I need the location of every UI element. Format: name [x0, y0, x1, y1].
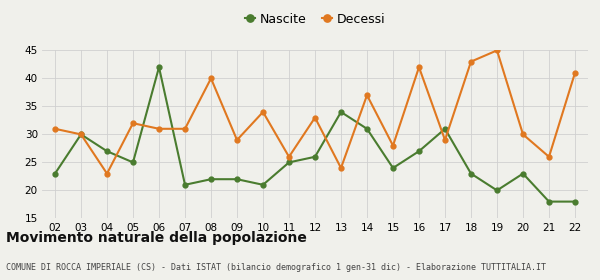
Nascite [77, 133, 85, 136]
Nascite [571, 200, 578, 203]
Nascite [545, 200, 553, 203]
Decessi [286, 155, 293, 158]
Nascite [311, 155, 319, 158]
Nascite [286, 161, 293, 164]
Decessi [311, 116, 319, 119]
Decessi [337, 166, 344, 170]
Nascite [364, 127, 371, 130]
Decessi [155, 127, 163, 130]
Decessi [467, 60, 475, 63]
Nascite [520, 172, 527, 175]
Nascite [181, 183, 188, 186]
Nascite [415, 150, 422, 153]
Nascite [233, 178, 241, 181]
Nascite [52, 172, 59, 175]
Decessi [181, 127, 188, 130]
Nascite [155, 66, 163, 69]
Line: Decessi: Decessi [53, 48, 577, 176]
Decessi [77, 133, 85, 136]
Decessi [208, 77, 215, 80]
Decessi [103, 172, 110, 175]
Text: COMUNE DI ROCCA IMPERIALE (CS) - Dati ISTAT (bilancio demografico 1 gen-31 dic) : COMUNE DI ROCCA IMPERIALE (CS) - Dati IS… [6, 263, 546, 272]
Decessi [493, 49, 500, 52]
Nascite [442, 127, 449, 130]
Decessi [259, 110, 266, 114]
Text: Movimento naturale della popolazione: Movimento naturale della popolazione [6, 231, 307, 245]
Nascite [208, 178, 215, 181]
Decessi [545, 155, 553, 158]
Decessi [520, 133, 527, 136]
Decessi [233, 138, 241, 142]
Decessi [389, 144, 397, 147]
Nascite [259, 183, 266, 186]
Nascite [337, 110, 344, 114]
Line: Nascite: Nascite [53, 65, 577, 204]
Decessi [364, 94, 371, 97]
Nascite [103, 150, 110, 153]
Decessi [442, 138, 449, 142]
Nascite [130, 161, 137, 164]
Nascite [467, 172, 475, 175]
Decessi [415, 66, 422, 69]
Legend: Nascite, Decessi: Nascite, Decessi [240, 8, 390, 31]
Decessi [130, 122, 137, 125]
Decessi [571, 71, 578, 74]
Nascite [493, 189, 500, 192]
Decessi [52, 127, 59, 130]
Nascite [389, 166, 397, 170]
